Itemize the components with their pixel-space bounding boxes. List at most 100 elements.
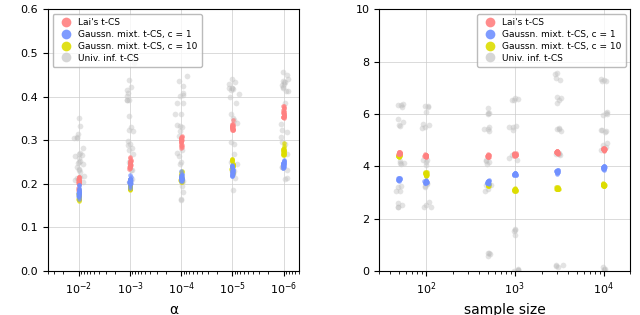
Point [394, 154, 404, 159]
Point [509, 188, 519, 193]
Point [394, 123, 404, 128]
Point [394, 152, 404, 157]
Point [74, 190, 84, 195]
Point [509, 153, 520, 158]
Point [228, 163, 238, 169]
Point [229, 169, 239, 174]
Point [598, 183, 609, 188]
Point [227, 117, 237, 122]
Point [279, 113, 289, 118]
Point [228, 167, 238, 172]
Point [598, 164, 609, 169]
Point [70, 154, 80, 159]
Point [599, 146, 609, 152]
Point [483, 184, 493, 189]
Point [278, 141, 289, 146]
Point [278, 69, 288, 74]
Point [398, 119, 408, 124]
Point [182, 74, 192, 79]
Point [393, 204, 403, 209]
Point [551, 169, 561, 174]
Point [504, 156, 514, 161]
Point [394, 154, 404, 159]
Point [423, 103, 433, 108]
Point [279, 106, 289, 111]
Point [74, 187, 84, 192]
Point [74, 193, 84, 198]
Point [279, 111, 289, 116]
Point [511, 151, 521, 156]
Point [421, 179, 431, 184]
Point [552, 169, 563, 174]
Point [395, 177, 405, 182]
Point [483, 179, 493, 184]
Point [510, 171, 520, 176]
Point [79, 174, 89, 179]
Point [393, 184, 403, 189]
Point [394, 152, 404, 158]
Point [228, 168, 238, 173]
Point [74, 198, 84, 203]
Point [419, 154, 429, 159]
Point [276, 83, 287, 88]
Point [599, 163, 609, 169]
Point [77, 152, 87, 157]
Point [176, 177, 186, 182]
Point [278, 146, 289, 151]
Point [552, 150, 563, 155]
Point [394, 153, 404, 158]
Point [176, 143, 186, 148]
Point [598, 147, 609, 152]
Point [75, 175, 85, 180]
Point [421, 173, 431, 178]
Point [177, 176, 187, 181]
Point [226, 139, 236, 144]
Point [278, 149, 289, 154]
Point [227, 165, 237, 170]
Point [483, 182, 493, 187]
Point [394, 151, 404, 156]
Point [278, 85, 288, 90]
Point [599, 166, 609, 171]
Point [280, 141, 290, 146]
Point [227, 85, 237, 90]
Point [421, 179, 431, 184]
Point [483, 154, 493, 159]
Point [421, 171, 431, 176]
Point [393, 153, 403, 158]
Point [278, 108, 289, 113]
Point [598, 146, 608, 152]
Point [127, 146, 138, 151]
Point [176, 174, 186, 179]
Point [552, 186, 563, 191]
Point [74, 182, 84, 187]
Point [279, 108, 289, 113]
Point [228, 169, 238, 175]
Point [421, 173, 431, 178]
Point [509, 152, 520, 157]
Point [227, 124, 237, 129]
Point [552, 265, 563, 270]
Point [600, 182, 610, 187]
Point [552, 186, 562, 191]
Point [484, 128, 494, 133]
Point [551, 187, 561, 192]
Point [421, 154, 431, 159]
Point [227, 121, 237, 126]
Point [278, 153, 289, 158]
Point [278, 152, 289, 157]
Point [230, 79, 241, 84]
Point [508, 98, 518, 103]
Point [422, 181, 432, 186]
Point [394, 153, 404, 158]
Point [278, 115, 289, 120]
Point [125, 163, 135, 168]
Point [125, 155, 135, 160]
Point [125, 186, 135, 191]
Point [127, 168, 138, 173]
Point [598, 184, 609, 189]
Point [278, 163, 289, 168]
Point [551, 263, 561, 268]
Point [74, 178, 84, 183]
Point [422, 172, 432, 177]
